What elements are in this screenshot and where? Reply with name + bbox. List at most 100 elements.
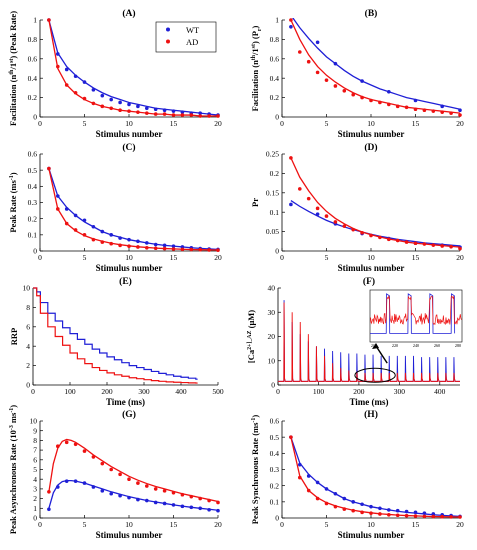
y-tick-label: 0 xyxy=(26,381,30,390)
x-tick-label: 15 xyxy=(170,119,178,128)
inset-trace-wt xyxy=(370,293,456,334)
data-point-wt xyxy=(162,501,167,506)
data-point-ad xyxy=(440,110,445,114)
inset-x-tick-label: 280 xyxy=(455,343,461,348)
data-point-ad xyxy=(422,514,427,519)
y-tick-label: 0.5 xyxy=(270,433,280,442)
data-point-ad xyxy=(207,248,211,252)
data-point-wt xyxy=(395,508,400,513)
x-tick-label: 15 xyxy=(412,520,420,529)
data-point-wt xyxy=(73,74,78,79)
panel-f: 0 100 200 300 400 0 10 20 30 40 (F) Time (ms) [Ca2+]… xyxy=(246,276,460,407)
data-point-wt xyxy=(127,237,131,242)
data-point-ad xyxy=(306,488,311,493)
y-tick-label: 0.2 xyxy=(28,214,38,223)
data-point-wt xyxy=(100,489,105,493)
y-axis-label: Pr xyxy=(250,198,260,207)
x-tick-label: 20 xyxy=(456,119,464,128)
data-point-ad xyxy=(422,242,427,246)
y-tick-label: 2 xyxy=(33,494,37,503)
data-point-ad xyxy=(369,511,373,515)
inset-trace-ad xyxy=(370,295,462,326)
y-tick-label: 1 xyxy=(33,504,37,513)
data-point-ad xyxy=(404,513,409,518)
data-point-ad xyxy=(431,514,436,519)
data-point-ad xyxy=(153,246,158,251)
data-point-ad xyxy=(82,233,87,237)
data-point-ad xyxy=(324,501,329,506)
x-tick-label: 0 xyxy=(280,520,284,529)
y-tick-label: 0.1 xyxy=(28,230,38,239)
x-axis-label: Time (ms) xyxy=(349,397,388,407)
data-point-wt xyxy=(153,500,158,505)
data-point-ad xyxy=(82,96,87,101)
data-point-ad xyxy=(395,104,400,109)
data-point-ad xyxy=(73,90,78,95)
x-tick-label: 20 xyxy=(214,520,222,529)
fit-line-wt xyxy=(290,436,461,518)
plot-area xyxy=(47,166,220,252)
data-point-wt xyxy=(342,496,347,501)
data-point-ad xyxy=(378,235,382,240)
data-point-ad xyxy=(109,106,113,111)
y-tick-label: 2 xyxy=(26,361,30,370)
panel-label: (B) xyxy=(365,8,378,19)
y-axis-label: Peak Synchronous Rate (ms-1) xyxy=(250,415,260,525)
x-tick-label: 10 xyxy=(367,520,375,529)
y-tick-label: 0.2 xyxy=(28,93,38,102)
y-tick-label: 0.8 xyxy=(28,35,38,44)
data-point-ad xyxy=(315,70,320,75)
x-tick-label: 10 xyxy=(367,119,375,128)
data-point-ad xyxy=(127,477,131,482)
data-point-ad xyxy=(431,109,436,113)
data-point-wt xyxy=(369,504,373,509)
y-tick-label: 0.4 xyxy=(270,449,280,458)
data-point-wt xyxy=(189,505,194,510)
data-point-ad xyxy=(378,512,382,516)
x-tick-label: 0 xyxy=(31,387,35,396)
data-point-wt xyxy=(315,480,320,485)
data-point-wt xyxy=(73,213,78,218)
data-point-ad xyxy=(127,244,131,248)
y-tick-label: 0.5 xyxy=(28,166,38,175)
data-point-wt xyxy=(333,61,338,66)
panel-a: 0 5 10 15 20 0 0.2 0.4 0.6 0.8 1 (A) Stimulus number… xyxy=(8,8,222,139)
x-tick-label: 15 xyxy=(170,253,178,262)
y-tick-label: 6 xyxy=(33,455,37,464)
data-point-wt xyxy=(324,487,329,491)
y-tick-label: 0.6 xyxy=(270,54,280,63)
data-point-ad xyxy=(82,449,87,453)
data-point-wt xyxy=(360,79,364,83)
data-point-wt xyxy=(145,241,149,245)
data-point-ad xyxy=(422,108,427,113)
y-tick-label: 8 xyxy=(26,303,30,312)
data-point-ad xyxy=(118,472,122,477)
data-point-ad xyxy=(198,247,202,252)
data-point-ad xyxy=(136,481,140,485)
legend-label-ad: AD xyxy=(186,37,198,47)
data-point-ad xyxy=(369,233,373,238)
data-point-ad xyxy=(315,496,320,501)
data-point-ad xyxy=(315,206,320,211)
x-tick-label: 10 xyxy=(125,520,133,529)
data-point-ad xyxy=(458,246,462,251)
x-axis-label: Stimulus number xyxy=(338,263,405,273)
data-point-wt xyxy=(73,479,78,483)
y-axis-label: Facilitation (nth/1st) (Pr) xyxy=(250,25,263,111)
data-point-ad xyxy=(47,166,51,171)
data-point-wt xyxy=(82,481,87,485)
x-tick-label: 20 xyxy=(456,520,464,529)
data-point-ad xyxy=(162,489,167,493)
x-tick-label: 5 xyxy=(83,119,87,128)
fit-line-ad xyxy=(290,19,461,114)
data-point-wt xyxy=(422,511,427,515)
y-tick-label: 0 xyxy=(33,247,37,256)
x-tick-label: 10 xyxy=(125,253,133,262)
plot-area xyxy=(289,18,462,117)
data-point-ad xyxy=(145,484,149,488)
x-tick-label: 5 xyxy=(83,520,87,529)
y-tick-label: 0 xyxy=(275,247,279,256)
data-point-ad xyxy=(64,221,69,226)
data-point-ad xyxy=(413,107,418,112)
inset-x-tick-label: 220 xyxy=(392,343,398,348)
